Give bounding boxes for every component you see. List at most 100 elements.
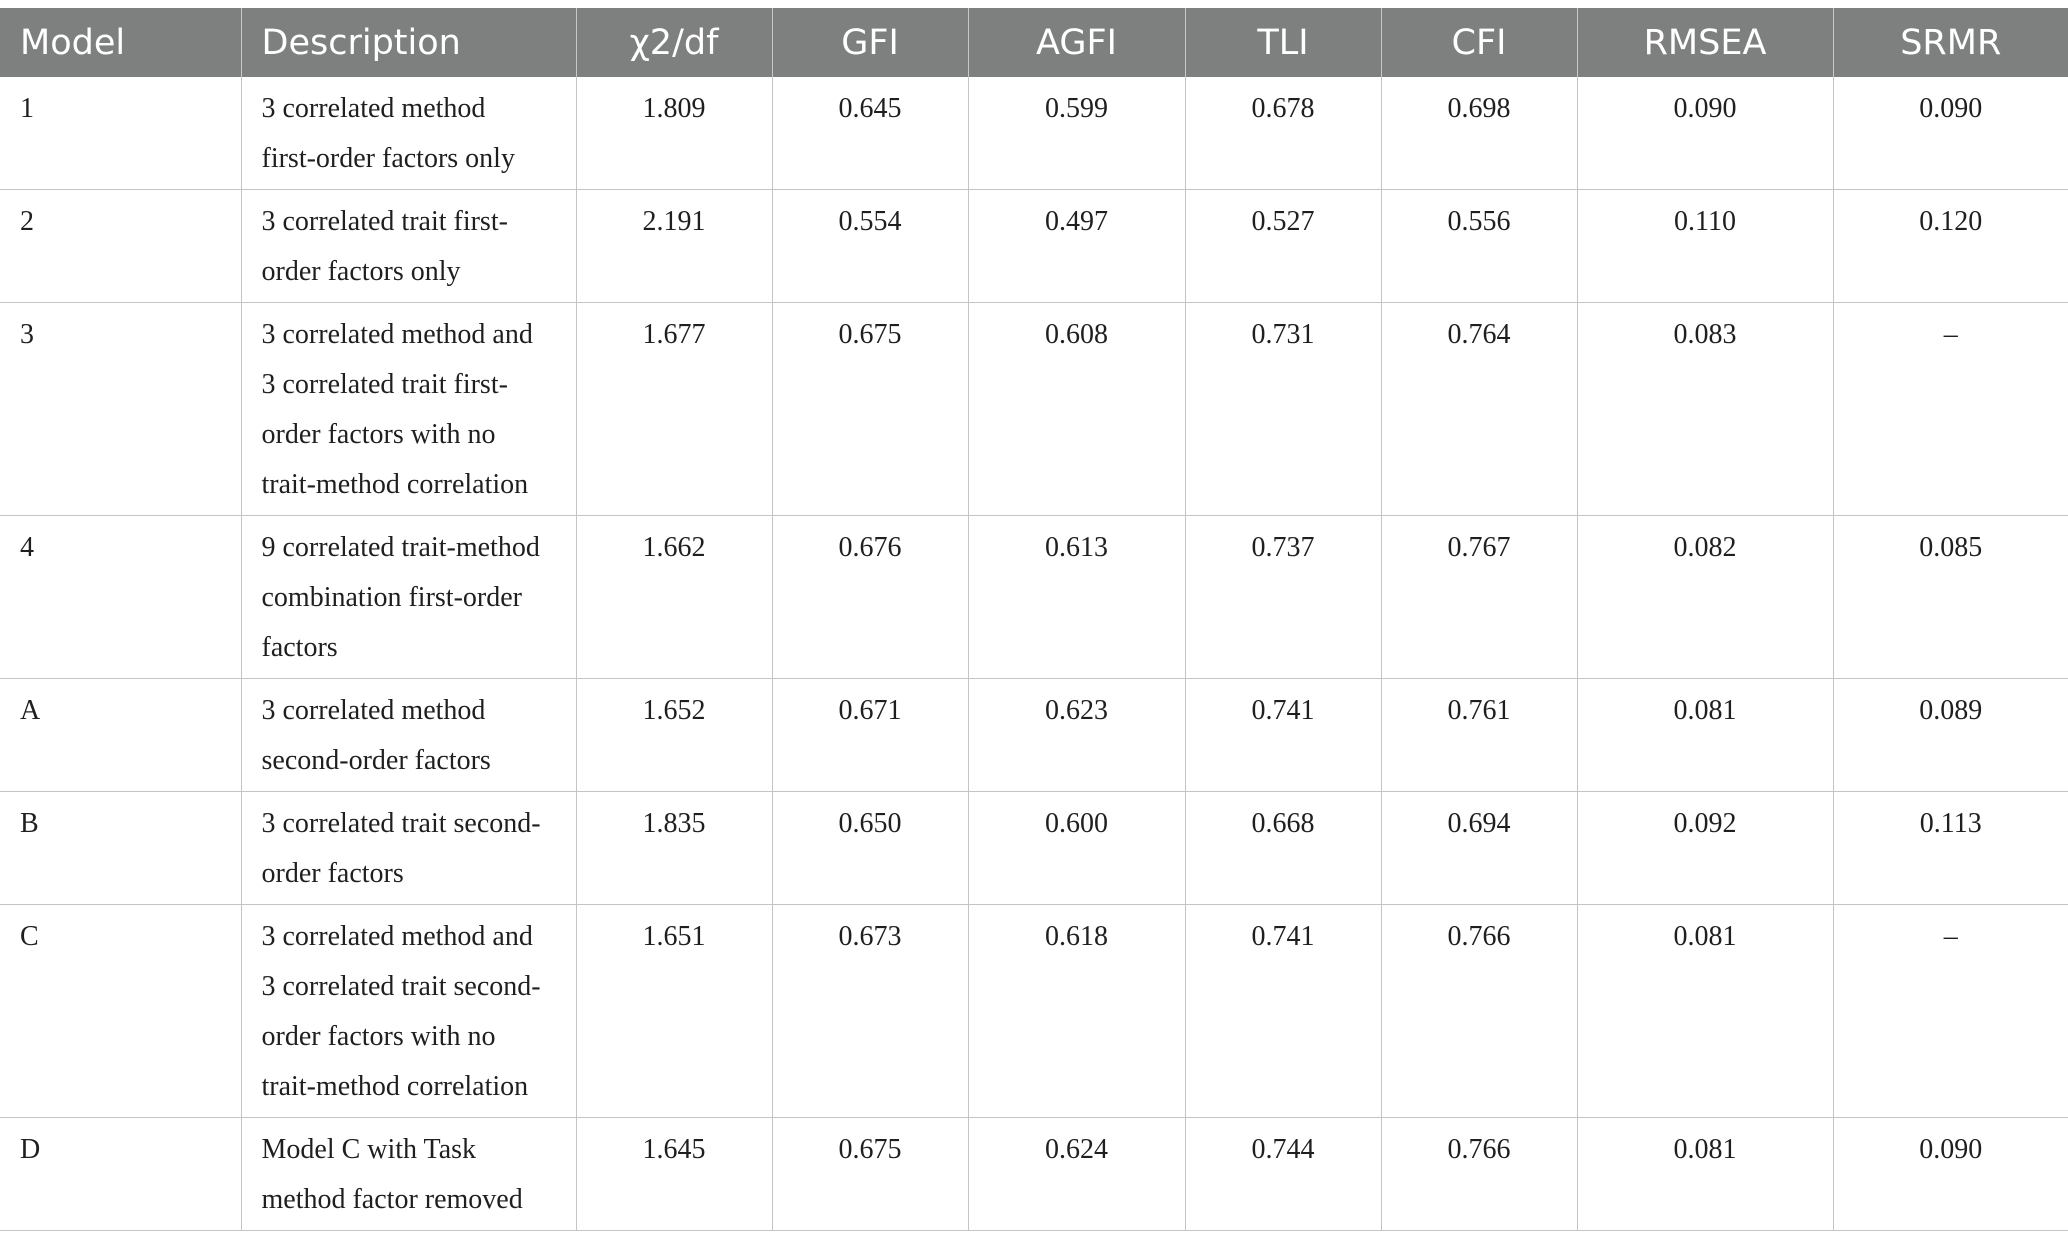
rmsea-cell: 0.092 [1577,791,1834,905]
chi2-df-cell: 2.191 [576,189,773,303]
gfi-cell: 0.673 [772,904,969,1118]
tli-cell: 0.527 [1185,189,1382,303]
agfi-cell: 0.613 [968,515,1186,679]
table-row: 4 9 correlated trait-method combination fi… [0,515,2068,679]
description-line: order factors with no [261,1021,496,1052]
header-chi2-df: χ2/df [576,8,773,77]
description-line: method factor removed [261,1184,523,1215]
srmr-cell: 0.090 [1833,1117,2068,1231]
cfi-cell: 0.556 [1381,189,1578,303]
tli-cell: 0.731 [1185,302,1382,516]
header-agfi: AGFI [968,8,1186,77]
description-cell: 3 correlated method second-order factors [241,678,577,792]
chi2-df-cell: 1.677 [576,302,773,516]
description-line: 3 correlated trait first- [261,369,508,400]
description-cell: 3 correlated method first-order factors o… [241,77,577,190]
srmr-cell: 0.085 [1833,515,2068,679]
description-cell: 3 correlated trait first-order factors o… [241,189,577,303]
header-gfi: GFI [772,8,969,77]
description-line: second-order factors [261,745,491,776]
description-line: 3 correlated trait second- [261,971,541,1002]
table-row: D Model C with Task method factor removed 1… [0,1117,2068,1231]
header-tli: TLI [1185,8,1382,77]
gfi-cell: 0.675 [772,302,969,516]
srmr-cell: 0.089 [1833,678,2068,792]
header-description: Description [241,8,577,77]
tli-cell: 0.744 [1185,1117,1382,1231]
cfi-cell: 0.761 [1381,678,1578,792]
fit-indices-table: Model Description χ2/df GFI AGFI TLI CFI… [0,8,2068,1231]
description-cell: 3 correlated method and 3 correlated trai… [241,302,577,516]
gfi-cell: 0.645 [772,77,969,190]
cfi-cell: 0.764 [1381,302,1578,516]
agfi-cell: 0.608 [968,302,1186,516]
cfi-cell: 0.698 [1381,77,1578,190]
agfi-cell: 0.599 [968,77,1186,190]
cfi-cell: 0.767 [1381,515,1578,679]
cfi-cell: 0.766 [1381,904,1578,1118]
rmsea-cell: 0.090 [1577,77,1834,190]
tli-cell: 0.741 [1185,904,1382,1118]
srmr-cell: – [1833,904,2068,1118]
rmsea-cell: 0.083 [1577,302,1834,516]
rmsea-cell: 0.110 [1577,189,1834,303]
cfi-cell: 0.694 [1381,791,1578,905]
chi2-df-cell: 1.835 [576,791,773,905]
header-model: Model [0,8,242,77]
table-row: A 3 correlated method second-order factors… [0,678,2068,792]
rmsea-cell: 0.081 [1577,904,1834,1118]
description-cell: 3 correlated trait second-order factors [241,791,577,905]
tli-cell: 0.741 [1185,678,1382,792]
model-cell: D [0,1117,242,1231]
table-row: 1 3 correlated method first-order factors … [0,77,2068,190]
srmr-cell: 0.120 [1833,189,2068,303]
srmr-cell: 0.113 [1833,791,2068,905]
model-cell: 4 [0,515,242,679]
description-cell: Model C with Task method factor removed [241,1117,577,1231]
agfi-cell: 0.600 [968,791,1186,905]
description-line: trait-method correlation [261,1071,529,1102]
description-line: order factors [261,858,404,889]
gfi-cell: 0.554 [772,189,969,303]
description-line: trait-method correlation [261,469,529,500]
model-cell: 3 [0,302,242,516]
cfi-cell: 0.766 [1381,1117,1578,1231]
chi2-df-cell: 1.662 [576,515,773,679]
tli-cell: 0.737 [1185,515,1382,679]
header-srmr: SRMR [1833,8,2068,77]
agfi-cell: 0.624 [968,1117,1186,1231]
chi2-df-cell: 1.645 [576,1117,773,1231]
model-cell: A [0,678,242,792]
description-line: 3 correlated method and [261,319,533,350]
agfi-cell: 0.623 [968,678,1186,792]
description-line: 9 correlated trait-method [261,532,540,563]
srmr-cell: – [1833,302,2068,516]
tli-cell: 0.668 [1185,791,1382,905]
description-cell: 3 correlated method and 3 correlated trai… [241,904,577,1118]
gfi-cell: 0.675 [772,1117,969,1231]
description-line: Model C with Task [261,1134,477,1165]
model-cell: C [0,904,242,1118]
description-cell: 9 correlated trait-method combination fir… [241,515,577,679]
srmr-cell: 0.090 [1833,77,2068,190]
gfi-cell: 0.650 [772,791,969,905]
description-line: 3 correlated trait second- [261,808,541,839]
table-header: Model Description χ2/df GFI AGFI TLI CFI… [0,8,2068,77]
rmsea-cell: 0.081 [1577,1117,1834,1231]
description-line: 3 correlated trait first- [261,206,508,237]
rmsea-cell: 0.081 [1577,678,1834,792]
description-line: 3 correlated method [261,695,486,726]
agfi-cell: 0.497 [968,189,1186,303]
chi2-df-cell: 1.651 [576,904,773,1118]
header-rmsea: RMSEA [1577,8,1834,77]
header-cfi: CFI [1381,8,1578,77]
description-line: order factors with no [261,419,496,450]
agfi-cell: 0.618 [968,904,1186,1118]
model-cell: 2 [0,189,242,303]
description-line: order factors only [261,256,461,287]
description-line: 3 correlated method [261,93,486,124]
chi2-df-cell: 1.809 [576,77,773,190]
gfi-cell: 0.671 [772,678,969,792]
